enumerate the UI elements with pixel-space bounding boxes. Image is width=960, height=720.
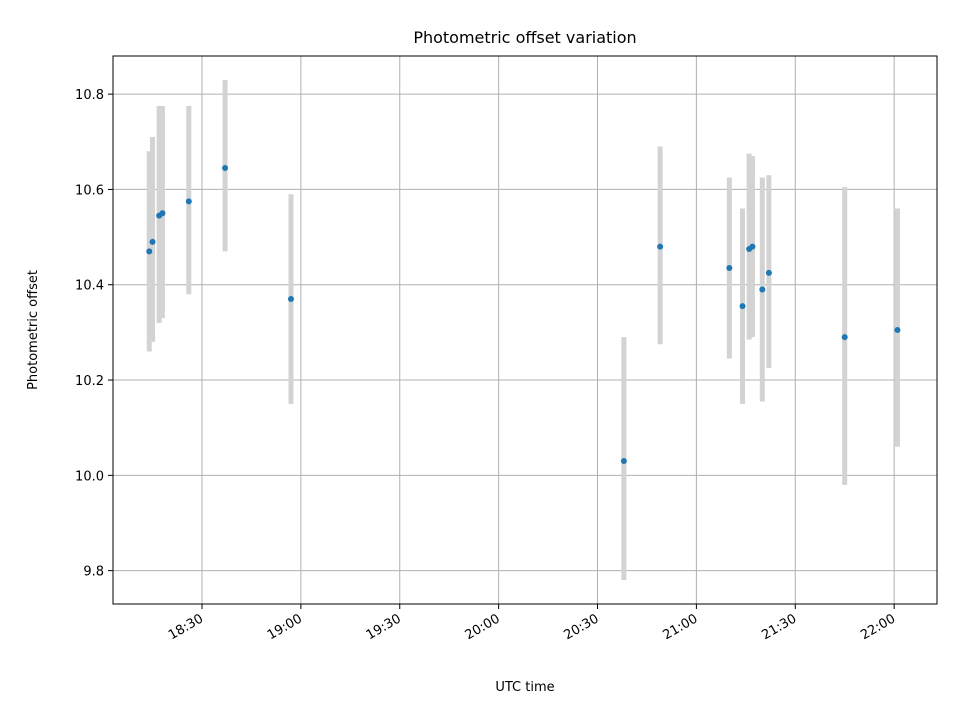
data-point (739, 303, 746, 310)
data-point (146, 248, 153, 255)
grid (113, 56, 937, 604)
data-point (159, 210, 166, 217)
y-tick-label: 10.2 (75, 374, 104, 389)
data-point (149, 238, 156, 245)
y-tick-label: 10.0 (75, 469, 104, 484)
plot-frame (112, 55, 938, 605)
data-point (185, 198, 192, 205)
data-point (765, 269, 772, 276)
y-axis-label: Photometric offset (26, 270, 41, 390)
data-point (894, 327, 901, 333)
data-point (657, 243, 664, 250)
data-point (726, 265, 733, 272)
data-point (287, 296, 294, 303)
data-points (146, 164, 901, 465)
y-tick-label: 10.6 (75, 183, 104, 198)
y-tick-label: 9.8 (83, 565, 104, 580)
y-axis: 9.8 10.0 10.2 10.4 10.6 10.8 (75, 88, 113, 580)
data-point (759, 286, 766, 293)
data-point (841, 334, 848, 341)
y-tick-label: 10.4 (75, 279, 104, 294)
x-axis-label: UTC time (495, 680, 554, 695)
chart-title: Photometric offset variation (413, 28, 636, 47)
y-tick-label: 10.8 (75, 88, 104, 103)
data-point (620, 458, 627, 465)
data-point (222, 164, 229, 171)
data-point (749, 243, 756, 250)
